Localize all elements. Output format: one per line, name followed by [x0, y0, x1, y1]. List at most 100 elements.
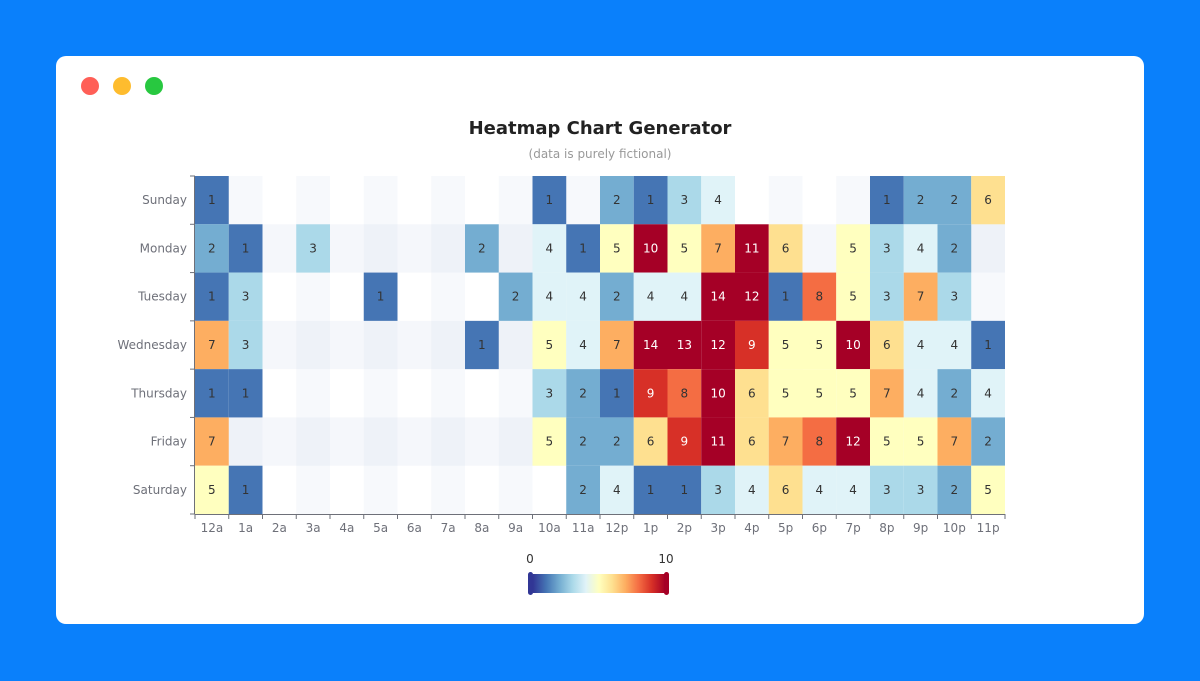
y-tick-label: Saturday [133, 483, 187, 497]
x-tick-label: 6p [812, 521, 827, 535]
cell-value-label: 3 [681, 193, 689, 207]
cell-value-label: 1 [377, 290, 385, 304]
heatmap-cell [937, 272, 972, 321]
y-tick-label: Tuesday [137, 290, 187, 304]
heatmap-cell [870, 417, 904, 466]
cell-value-label: 4 [917, 241, 925, 255]
x-tick-label: 3a [306, 521, 321, 535]
cell-value-label: 2 [613, 290, 621, 304]
cell-value-label: 2 [478, 241, 486, 255]
heatmap-cell [600, 369, 634, 418]
heatmap-cell [633, 224, 668, 273]
heatmap-cell [195, 320, 229, 370]
heatmap-cell [735, 272, 769, 321]
heatmap-cell [296, 224, 330, 273]
heatmap-cell [633, 320, 668, 370]
visual-map-min-handle[interactable] [528, 572, 533, 595]
visual-map-min-label: 0 [526, 552, 534, 566]
cell-value-label: 1 [242, 483, 250, 497]
split-area-column [431, 176, 465, 514]
cell-value-label: 2 [208, 241, 216, 255]
heatmap-cell [667, 272, 702, 321]
heatmap-cell [870, 369, 904, 418]
cell-value-label: 4 [546, 241, 554, 255]
x-tick-label: 4p [744, 521, 759, 535]
cell-value-label: 4 [816, 483, 824, 497]
cell-value-label: 2 [512, 290, 520, 304]
cell-value-label: 1 [208, 193, 216, 207]
heatmap-cell [701, 176, 735, 225]
cell-value-label: 14 [643, 338, 658, 352]
cell-value-label: 8 [816, 435, 824, 449]
heatmap-cell [735, 369, 769, 418]
heatmap-cell [566, 417, 600, 466]
x-tick-label: 10p [943, 521, 966, 535]
cell-value-label: 4 [681, 290, 689, 304]
heatmap-cell [870, 224, 904, 273]
cell-value-label: 3 [883, 483, 891, 497]
minimize-window-button[interactable] [113, 77, 131, 95]
cell-value-label: 11 [744, 241, 759, 255]
heatmap-cell [532, 320, 567, 370]
heatmap-cell [768, 417, 803, 466]
heatmap-cell [836, 417, 870, 466]
heatmap-cell [667, 465, 702, 514]
cell-value-label: 10 [845, 338, 860, 352]
cell-value-label: 4 [917, 338, 925, 352]
heatmap-cell [937, 176, 972, 225]
heatmap-cell [532, 417, 567, 466]
cell-value-label: 5 [816, 338, 824, 352]
cell-value-label: 6 [647, 435, 655, 449]
cell-value-label: 10 [710, 386, 725, 400]
cell-value-label: 7 [613, 338, 621, 352]
cell-value-label: 4 [579, 338, 587, 352]
heatmap-cell [465, 320, 499, 370]
heatmap-cell [870, 272, 904, 321]
heatmap-cell [600, 224, 634, 273]
chart-subtitle: (data is purely fictional) [528, 147, 672, 161]
heatmap-cell [735, 417, 769, 466]
visual-map-max-handle[interactable] [664, 572, 669, 595]
heatmap-cell [195, 176, 229, 225]
cell-value-label: 3 [951, 290, 959, 304]
heatmap-cell [566, 465, 600, 514]
heatmap-cell [701, 224, 735, 273]
cell-value-label: 5 [917, 435, 925, 449]
heatmap-cell [971, 417, 1005, 466]
heatmap-cell [937, 465, 972, 514]
cell-value-label: 1 [681, 483, 689, 497]
maximize-window-button[interactable] [145, 77, 163, 95]
cell-value-label: 2 [951, 241, 959, 255]
cell-value-label: 4 [917, 386, 925, 400]
cell-value-label: 9 [681, 435, 689, 449]
cell-value-label: 4 [613, 483, 621, 497]
heatmap-cell [768, 465, 803, 514]
cell-value-label: 6 [782, 483, 790, 497]
heatmap-cell [633, 176, 668, 225]
heatmap-cell [802, 465, 837, 514]
heatmap-cell [903, 417, 938, 466]
heatmap-cell [566, 320, 600, 370]
heatmap-cell [768, 369, 803, 418]
y-tick-label: Friday [151, 435, 187, 449]
cell-value-label: 9 [647, 386, 655, 400]
cell-value-label: 2 [613, 193, 621, 207]
cell-value-label: 1 [647, 193, 655, 207]
cell-value-label: 7 [883, 386, 891, 400]
cell-value-label: 6 [883, 338, 891, 352]
x-tick-label: 4a [339, 521, 354, 535]
cell-value-label: 1 [647, 483, 655, 497]
close-window-button[interactable] [81, 77, 99, 95]
cell-value-label: 4 [748, 483, 756, 497]
cell-value-label: 4 [849, 483, 857, 497]
heatmap-cell [768, 272, 803, 321]
cell-value-label: 1 [478, 338, 486, 352]
cell-value-label: 9 [748, 338, 756, 352]
heatmap-cell [363, 272, 398, 321]
cell-value-label: 4 [579, 290, 587, 304]
heatmap-cell [532, 224, 567, 273]
heatmap-cell [195, 417, 229, 466]
cell-value-label: 7 [917, 290, 925, 304]
heatmap-cell [228, 320, 263, 370]
